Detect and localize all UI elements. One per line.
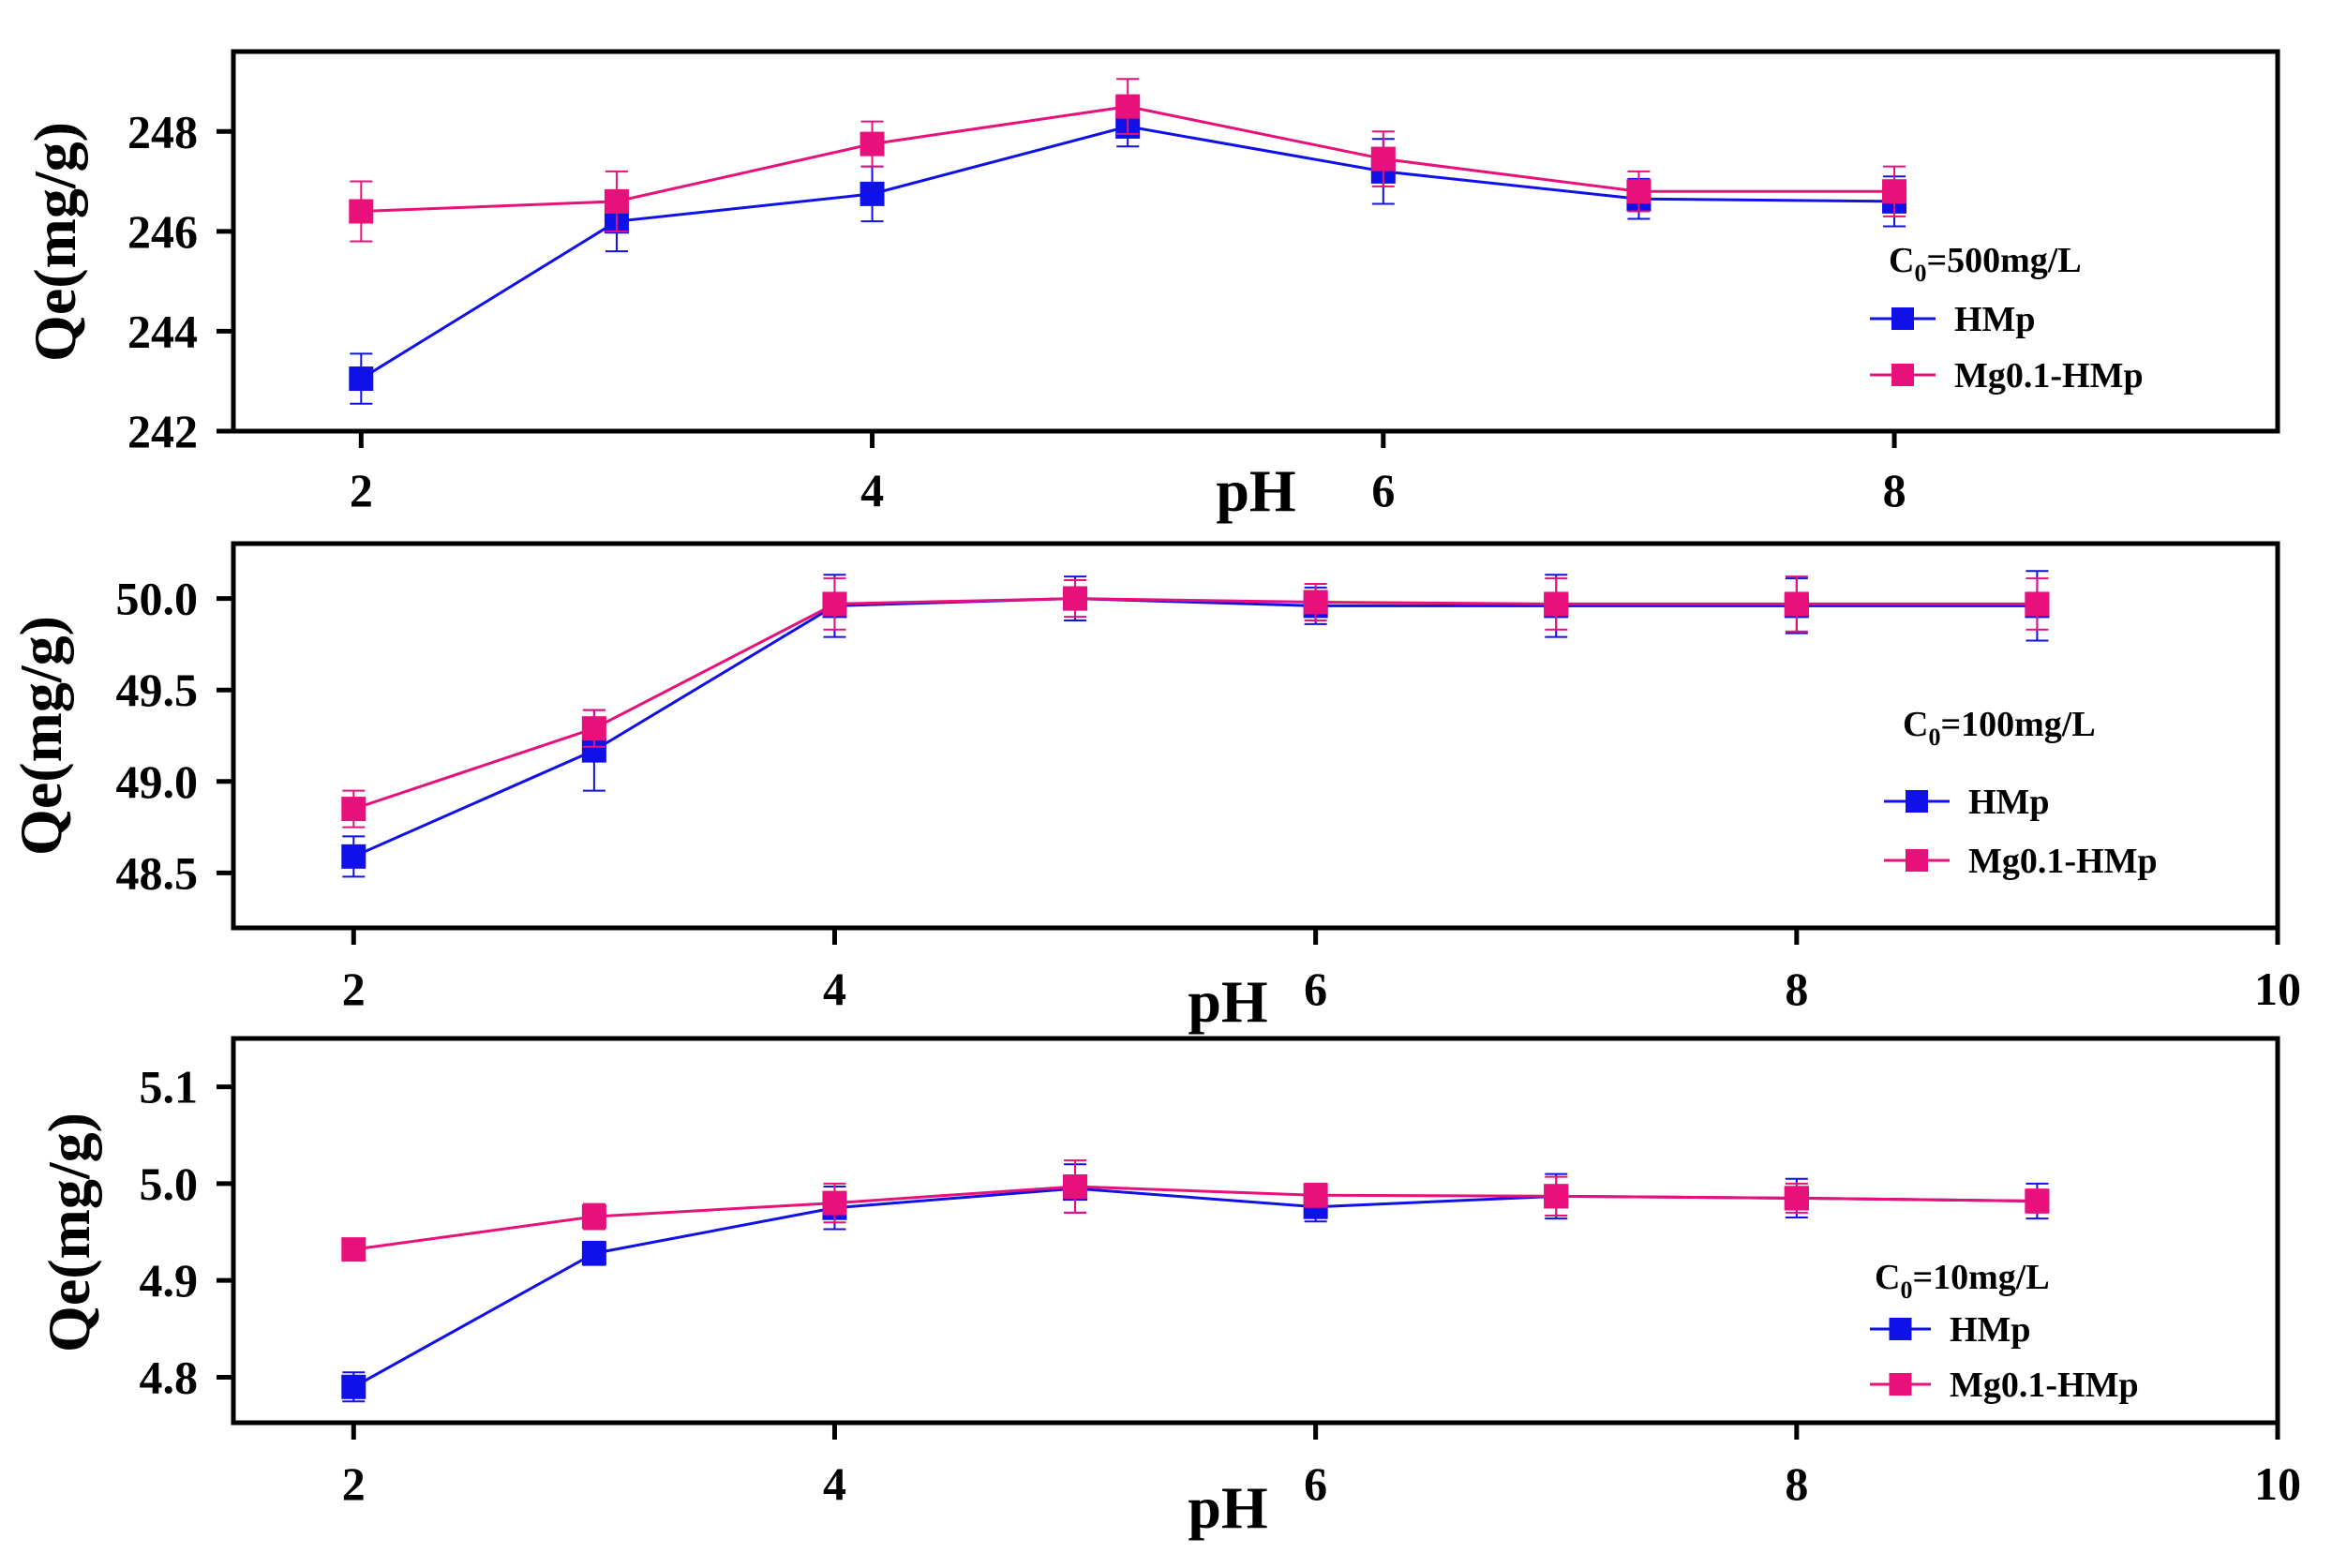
data-point: [341, 1374, 366, 1399]
legend-marker: [1889, 1318, 1912, 1340]
plot-frame: [231, 1036, 2280, 1426]
legend-title: C0=500mg/L: [1889, 241, 2082, 287]
chart-panel-2: 2 4 6 8 10 48.5 49.0 49.5 50.0 pH Qe(mg/g) C0=100mg…: [7, 541, 2301, 1035]
legend-title-subscript: 0: [1928, 724, 1940, 751]
data-point: [1303, 590, 1328, 615]
series-line: [352, 597, 2038, 859]
x-axis-title: pH: [1188, 1474, 1267, 1541]
y-tick-label: 49.5: [116, 664, 199, 716]
legend-title: C0=100mg/L: [1903, 705, 2096, 751]
legend-marker: [1889, 1373, 1912, 1396]
x-tick-label: 8: [1883, 464, 1906, 516]
legend-title-main: C: [1903, 705, 1928, 744]
data-point: [341, 844, 366, 869]
x-tick-label: 10: [2254, 963, 2301, 1015]
y-tick-label: 4.8: [140, 1351, 199, 1403]
x-tick-label: 6: [1304, 963, 1327, 1015]
y-axis-title: Qe(mg/g): [7, 616, 74, 856]
legend-label: Mg0.1-HMp: [1954, 356, 2144, 396]
legend-label: HMp: [1968, 783, 2050, 822]
y-tick-label: 246: [127, 205, 198, 258]
legend-label: Mg0.1-HMp: [1950, 1366, 2139, 1405]
x-tick-label: 4: [860, 464, 884, 516]
y-axis-title: Qe(mg/g): [36, 1113, 102, 1352]
data-point: [1063, 1174, 1088, 1200]
legend-marker: [1891, 364, 1914, 386]
data-point: [822, 1190, 847, 1216]
y-tick-label: 248: [127, 105, 198, 157]
y-tick-label: 5.1: [140, 1061, 199, 1113]
x-tick-label: 4: [823, 963, 846, 1015]
x-tick-label: 2: [342, 1457, 366, 1510]
data-point: [2025, 1188, 2050, 1214]
data-point: [581, 1241, 606, 1266]
series-line: [352, 597, 2038, 811]
y-tick-label: 244: [127, 305, 198, 357]
chart-panel-3: 2 4 6 8 10 4.8 4.9 5.0 5.1 pH Qe(mg/g) C0=10mg/L HMp…: [36, 1036, 2301, 1541]
data-point: [1882, 179, 1907, 204]
data-point: [860, 131, 885, 157]
data-point: [604, 188, 629, 214]
x-tick-label: 4: [823, 1457, 846, 1510]
legend-label: HMp: [1950, 1310, 2031, 1350]
plot-frame: [231, 541, 2280, 931]
y-tick-label: 4.9: [140, 1254, 199, 1307]
legend-title-rest: =100mg/L: [1940, 705, 2095, 744]
legend-title-main: C: [1875, 1258, 1900, 1297]
series-mg0-1-hmp: [341, 575, 2050, 829]
data-point: [1626, 179, 1652, 204]
x-tick-label: 10: [2254, 1457, 2301, 1510]
x-axis-title: pH: [1188, 968, 1267, 1035]
data-point: [2025, 591, 2050, 617]
x-tick-label: 6: [1371, 464, 1395, 516]
y-tick-label: 48.5: [116, 846, 199, 899]
data-point: [1544, 1184, 1569, 1209]
data-point: [1784, 591, 1809, 617]
data-point: [1370, 146, 1396, 172]
x-tick-label: 8: [1785, 1457, 1808, 1510]
y-tick-label: 242: [127, 405, 198, 457]
series-line: [353, 1185, 2038, 1251]
x-tick-label: 8: [1785, 963, 1808, 1015]
data-point: [1115, 94, 1141, 119]
y-axis-title: Qe(mg/g): [22, 122, 88, 362]
series-mg0-1-hmp: [349, 78, 1907, 243]
x-axis-title: pH: [1216, 457, 1295, 524]
data-point: [349, 366, 374, 392]
x-tick-label: 2: [350, 464, 373, 516]
legend-marker: [1891, 307, 1914, 330]
y-tick-label: 5.0: [140, 1157, 199, 1210]
series-line: [360, 125, 1895, 381]
x-tick-label: 6: [1304, 1457, 1327, 1510]
legend-title-subscript: 0: [1914, 260, 1926, 287]
plot-frame: [231, 49, 2280, 434]
legend-title-rest: =500mg/L: [1926, 241, 2081, 280]
data-point: [822, 591, 847, 617]
data-point: [341, 1237, 366, 1262]
y-tick-label: 50.0: [116, 573, 199, 625]
series-mg0-1-hmp: [341, 1159, 2050, 1262]
legend-title-rest: =10mg/L: [1912, 1258, 2049, 1297]
legend-title-main: C: [1889, 241, 1914, 280]
x-tick-label: 2: [342, 963, 366, 1015]
data-point: [349, 199, 374, 224]
legend-title: C0=10mg/L: [1875, 1258, 2050, 1304]
y-tick-label: 49.0: [116, 755, 199, 808]
legend-title-subscript: 0: [1900, 1277, 1912, 1304]
data-point: [341, 797, 366, 822]
data-point: [1303, 1183, 1328, 1208]
legend-label: HMp: [1954, 300, 2036, 339]
legend-label: Mg0.1-HMp: [1968, 842, 2158, 881]
series-hmp: [349, 105, 1907, 405]
data-point: [581, 1204, 606, 1230]
legend-marker: [1906, 790, 1928, 813]
legend-marker: [1906, 849, 1928, 872]
data-point: [1784, 1186, 1809, 1211]
data-point: [1544, 591, 1569, 617]
data-point: [581, 716, 606, 741]
data-point: [1063, 586, 1088, 611]
data-point: [860, 181, 885, 206]
